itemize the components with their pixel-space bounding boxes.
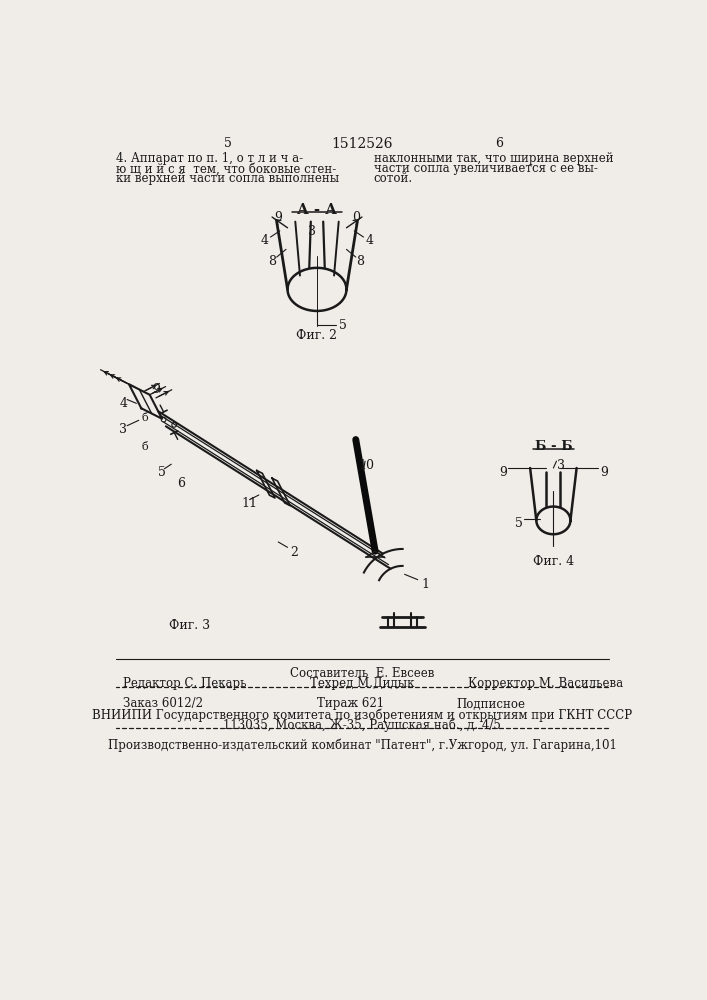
Text: А - А: А - А bbox=[297, 203, 337, 217]
Text: 10: 10 bbox=[358, 459, 374, 472]
Text: Заказ 6012/2: Заказ 6012/2 bbox=[123, 698, 203, 710]
Text: 9: 9 bbox=[499, 466, 507, 480]
Text: 1: 1 bbox=[421, 578, 430, 591]
Text: 113035, Москва, Ж-35, Раушская наб., д. 4/5: 113035, Москва, Ж-35, Раушская наб., д. … bbox=[223, 718, 501, 732]
Text: сотой.: сотой. bbox=[373, 172, 413, 185]
Text: 5: 5 bbox=[224, 137, 232, 150]
Text: 9: 9 bbox=[152, 383, 160, 396]
Text: 4. Аппарат по п. 1, о т л и ч а-: 4. Аппарат по п. 1, о т л и ч а- bbox=[115, 152, 303, 165]
Text: Редактор С. Пекарь: Редактор С. Пекарь bbox=[123, 677, 247, 690]
Text: 4: 4 bbox=[260, 234, 268, 247]
Text: части сопла увеличивается с ее вы-: части сопла увеличивается с ее вы- bbox=[373, 162, 597, 175]
Text: 6: 6 bbox=[177, 477, 185, 490]
Text: 9: 9 bbox=[600, 466, 608, 480]
Text: б: б bbox=[141, 442, 148, 452]
Text: 0: 0 bbox=[352, 211, 360, 224]
Text: Фиг. 3: Фиг. 3 bbox=[168, 619, 210, 632]
Text: ВНИИПИ Государственного комитета по изобретениям и открытиям при ГКНТ СССР: ВНИИПИ Государственного комитета по изоб… bbox=[92, 708, 632, 722]
Text: 4: 4 bbox=[119, 397, 127, 410]
Text: Фиг. 2: Фиг. 2 bbox=[296, 329, 337, 342]
Text: 11: 11 bbox=[242, 497, 258, 510]
Text: 8: 8 bbox=[268, 255, 276, 268]
Text: Производственно-издательский комбинат "Патент", г.Ужгород, ул. Гагарина,101: Производственно-издательский комбинат "П… bbox=[107, 738, 617, 752]
Text: Корректор М. Васильева: Корректор М. Васильева bbox=[468, 677, 624, 690]
Text: б: б bbox=[141, 413, 148, 423]
Text: 1512526: 1512526 bbox=[331, 137, 392, 151]
Text: 8: 8 bbox=[356, 255, 363, 268]
Text: Составитель  Е. Евсеев: Составитель Е. Евсеев bbox=[290, 667, 434, 680]
Text: Подписное: Подписное bbox=[457, 698, 525, 710]
Text: 6: 6 bbox=[495, 137, 503, 150]
Text: 4: 4 bbox=[366, 234, 374, 247]
Text: 9: 9 bbox=[274, 211, 282, 224]
Text: 3: 3 bbox=[119, 423, 127, 436]
Text: Б - Б: Б - Б bbox=[534, 440, 572, 453]
Text: Техред М.Дидык: Техред М.Дидык bbox=[310, 677, 414, 690]
Text: Тираж 621: Тираж 621 bbox=[317, 698, 384, 710]
Text: 5: 5 bbox=[158, 466, 166, 480]
Text: 2: 2 bbox=[290, 546, 298, 559]
Text: 5: 5 bbox=[515, 517, 522, 530]
Text: 5: 5 bbox=[339, 319, 346, 332]
Text: ю щ и й с я  тем, что боковые стен-: ю щ и й с я тем, что боковые стен- bbox=[115, 162, 336, 175]
Text: наклонными так, что ширина верхней: наклонными так, что ширина верхней bbox=[373, 152, 613, 165]
Text: Фиг. 4: Фиг. 4 bbox=[533, 555, 574, 568]
Text: 3: 3 bbox=[557, 459, 566, 472]
Text: 3: 3 bbox=[308, 225, 316, 238]
Text: ки верхней части сопла выполнены: ки верхней части сопла выполнены bbox=[115, 172, 339, 185]
